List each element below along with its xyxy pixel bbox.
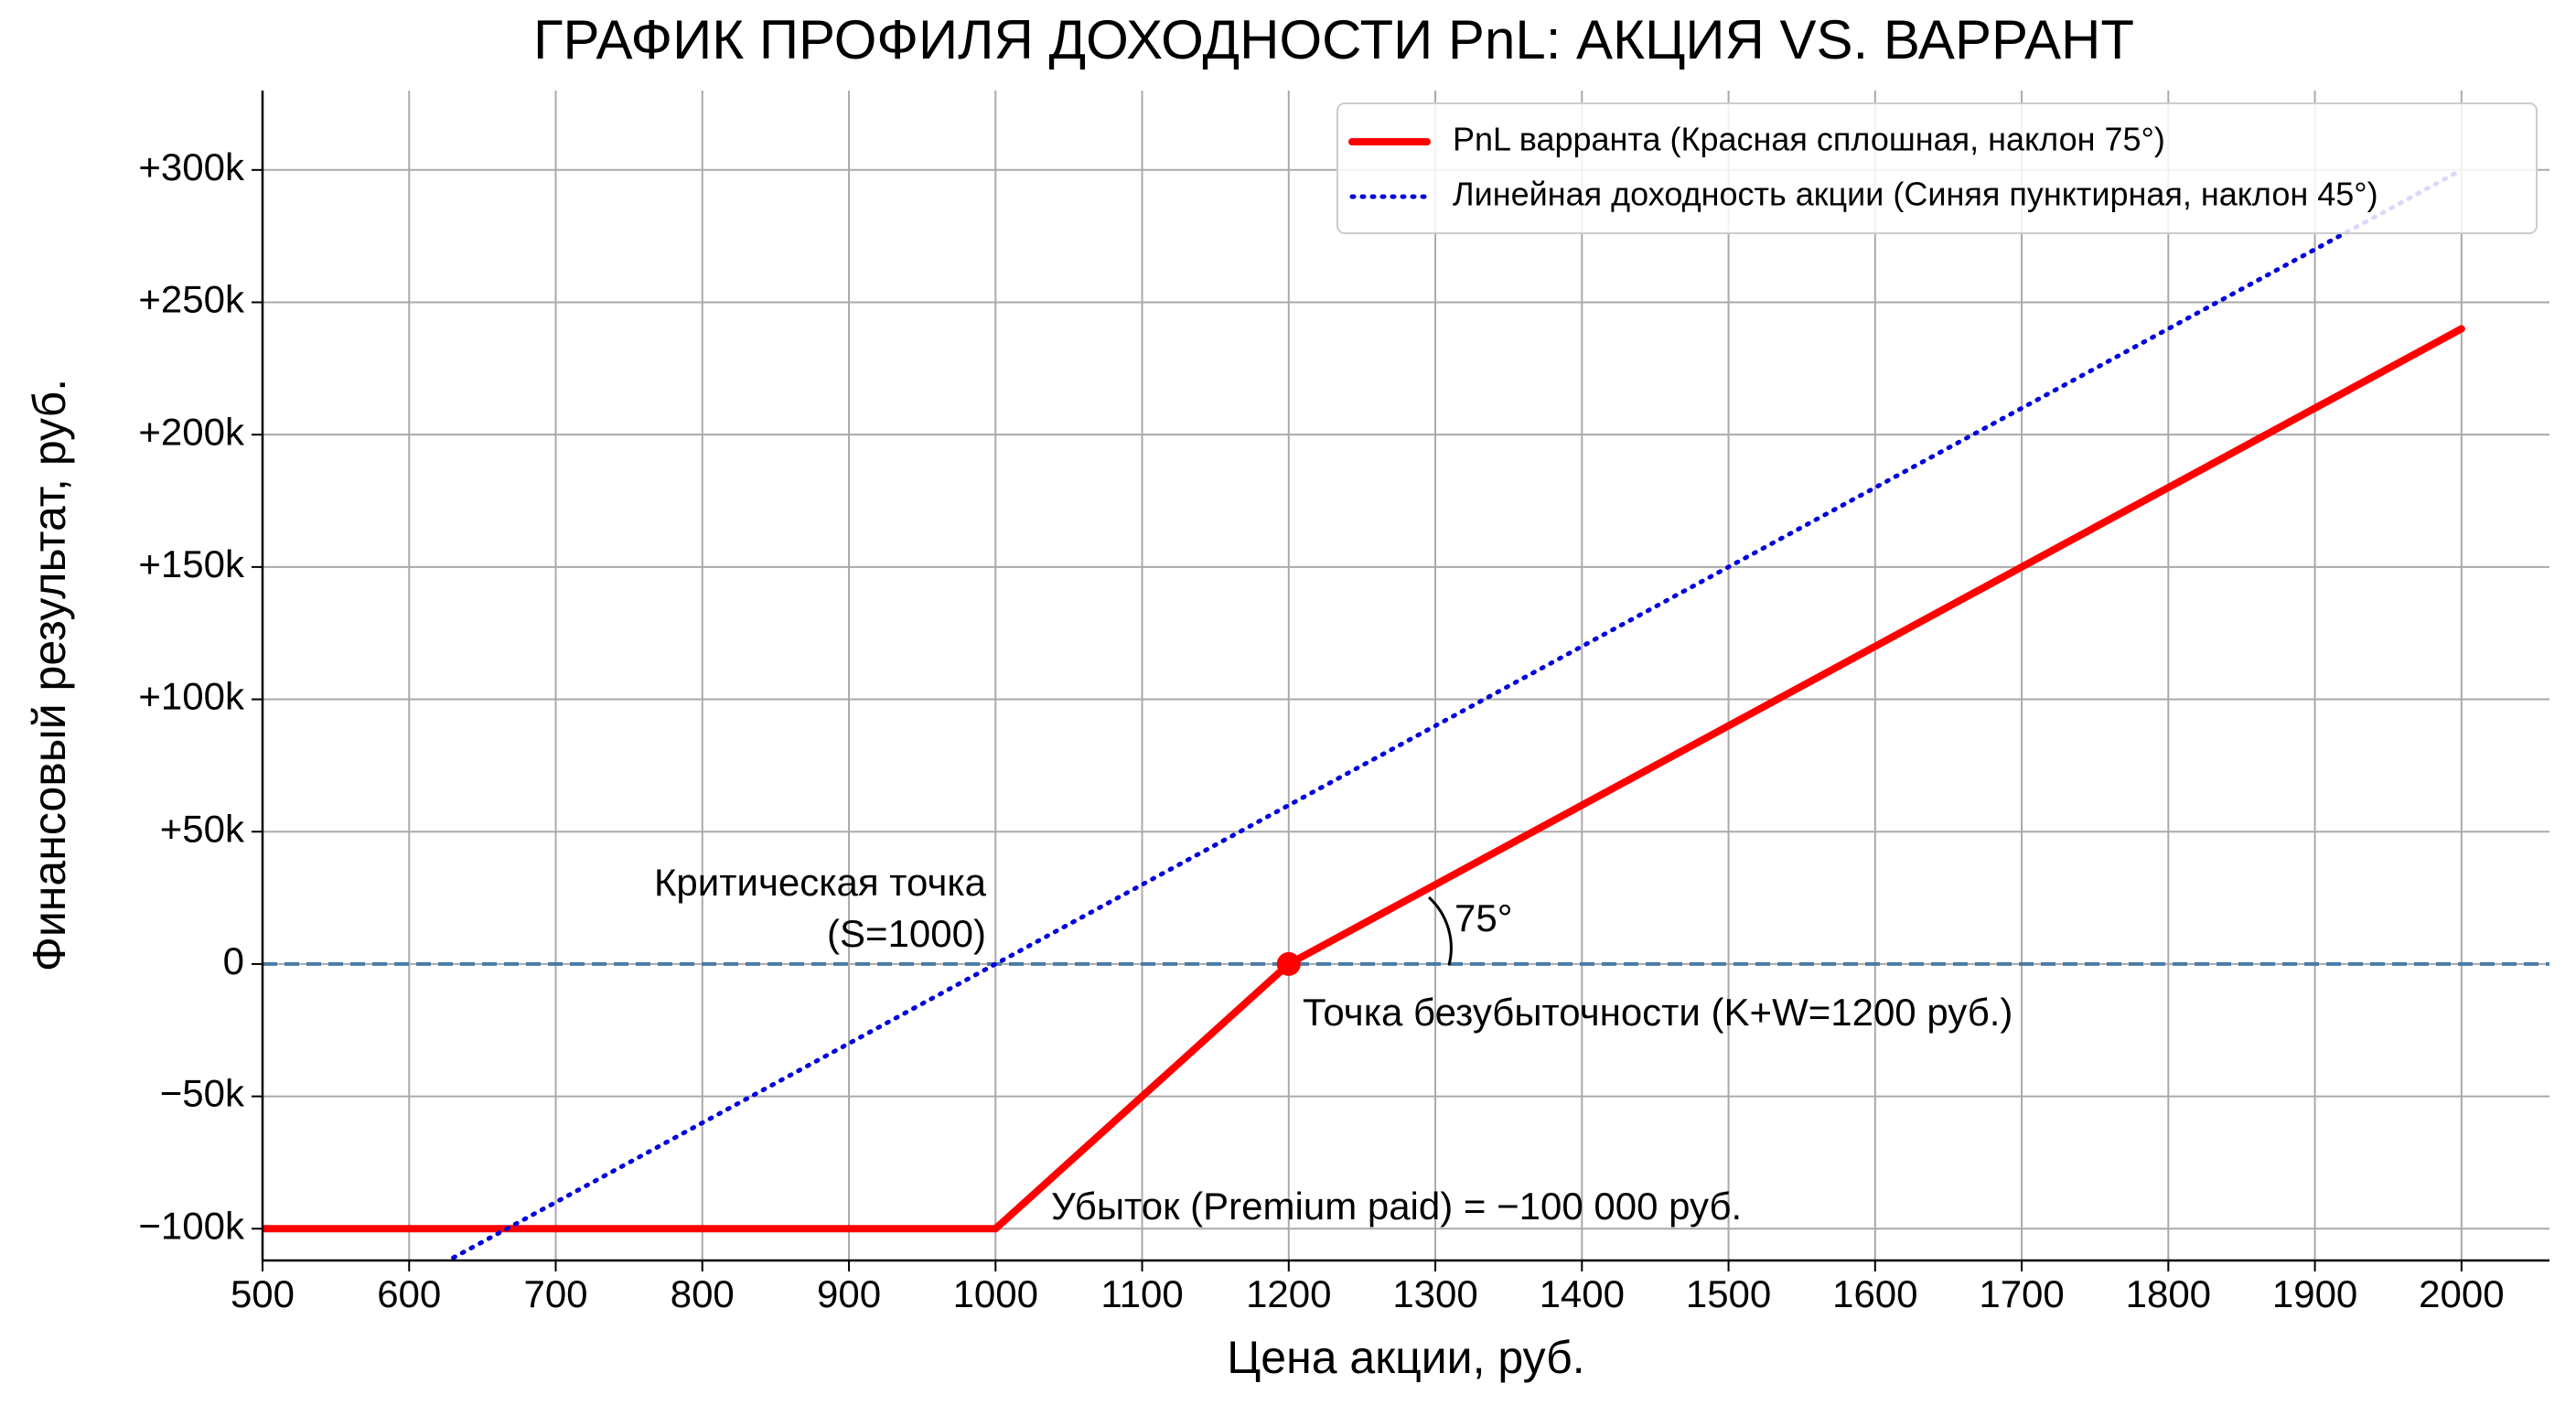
series-line [263,325,2465,1233]
x-tick-label: 1200 [1246,1272,1331,1315]
breakeven-annotation: Точка безубыточности (K+W=1200 руб.) [1303,991,2012,1034]
x-tick-label: 700 [523,1272,587,1315]
y-tick-label: +250k [138,278,245,321]
y-tick-label: +200k [138,410,245,453]
x-tick-label: 500 [231,1272,295,1315]
x-tick-label: 1900 [2272,1272,2357,1315]
x-tick-label: 900 [817,1272,881,1315]
legend: PnL варранта (Красная сплошная, наклон 7… [1336,102,2538,234]
y-axis-label: Финансовый результат, руб. [24,379,75,971]
y-tick-label: 0 [223,939,244,982]
x-tick-label: 1100 [1100,1272,1183,1315]
loss-annotation: Убыток (Premium paid) = −100 000 руб. [1051,1185,1742,1228]
critical-point-annotation: (S=1000) [827,912,986,955]
x-tick-label: 1700 [1979,1272,2064,1315]
x-tick-label: 1800 [2126,1272,2211,1315]
x-tick-label: 1600 [1832,1272,1917,1315]
x-tick-label: 600 [377,1272,441,1315]
y-tick-label: +100k [138,675,245,718]
x-tick-label: 1000 [953,1272,1038,1315]
chart-title: ГРАФИК ПРОФИЛЯ ДОХОДНОСТИ PnL: АКЦИЯ VS.… [533,9,2134,70]
grid: 500 600 700 800 900 1000 1100 1200 1300 1400 1500 1… [138,91,2549,1315]
critical-point-annotation: Критическая точка [654,861,987,904]
plot-area [263,167,2549,1260]
y-tick-label: −100k [138,1204,245,1247]
breakeven-marker [1276,951,1301,976]
legend-label: PnL варранта (Красная сплошная, наклон 7… [1453,121,2165,158]
series-line [443,167,2464,1260]
x-tick-label: 1300 [1392,1272,1477,1315]
legend-label: Линейная доходность акции (Синяя пунктир… [1453,176,2378,213]
y-tick-label: +50k [160,807,245,850]
x-tick-label: 800 [671,1272,735,1315]
x-axis-label: Цена акции, руб. [1227,1332,1584,1383]
y-tick-label: −50k [160,1072,245,1115]
y-tick-label: +150k [138,542,245,585]
angle-arc [1427,896,1453,966]
angle-annotation: 75° [1454,896,1513,939]
x-tick-label: 1400 [1540,1272,1625,1315]
legend-box [1336,102,2538,234]
x-tick-label: 2000 [2419,1272,2504,1315]
y-tick-label: +300k [138,145,245,188]
x-tick-label: 1500 [1686,1272,1771,1315]
